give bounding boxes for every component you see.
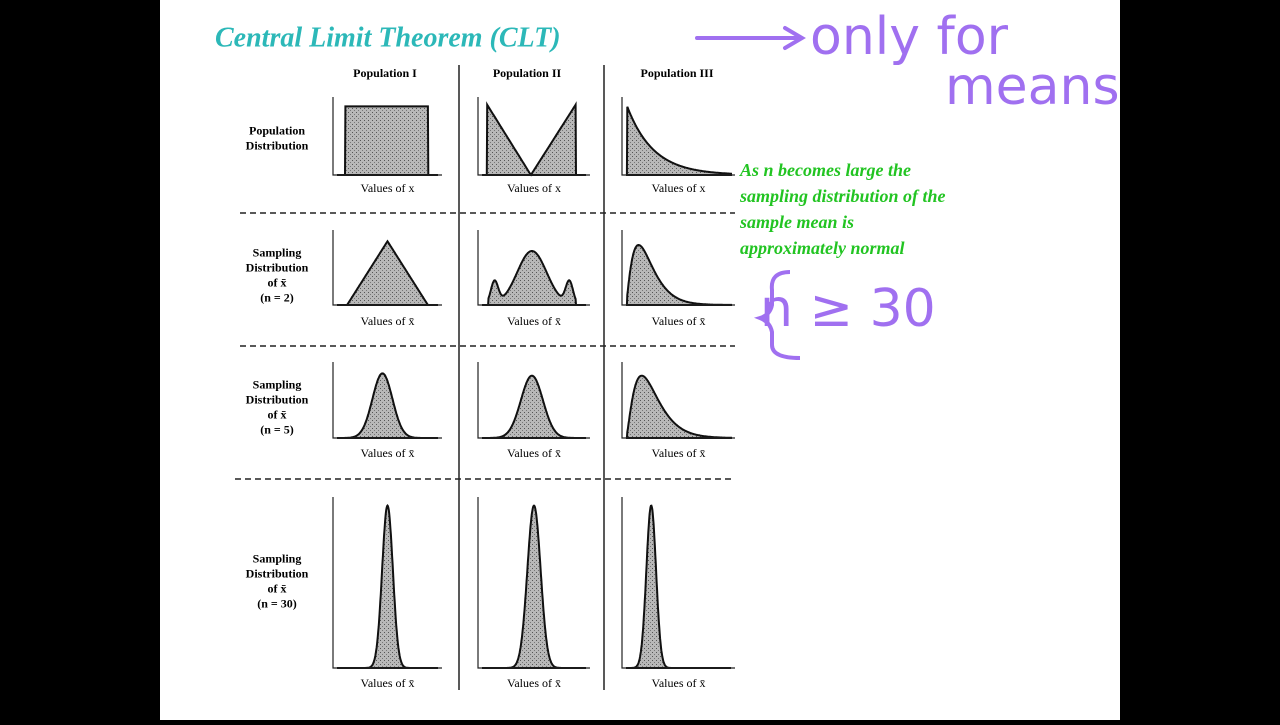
- distribution-curve: [625, 374, 732, 439]
- axes: [477, 97, 590, 176]
- axes: [332, 497, 442, 669]
- distribution-curve: [337, 105, 438, 176]
- axes: [332, 230, 442, 306]
- row-label: of x̄: [268, 275, 287, 289]
- axes: [621, 97, 735, 176]
- axis-label: Values of x: [361, 181, 415, 195]
- row-label: (n = 30): [257, 596, 297, 610]
- row-label: Distribution: [246, 566, 309, 580]
- note-line: approximately normal: [740, 238, 905, 258]
- axis-label: Values of x̄: [361, 446, 415, 460]
- axis-label: Values of x̄: [361, 314, 415, 328]
- handwritten-text: means: [945, 57, 1120, 117]
- distribution-curve: [337, 239, 438, 306]
- row-label: Population: [249, 123, 305, 137]
- axis-label: Values of x̄: [507, 446, 561, 460]
- axes: [621, 230, 735, 306]
- title: Central Limit Theorem (CLT): [215, 22, 561, 53]
- column-header: Population III: [640, 66, 713, 80]
- axis-label: Values of x̄: [507, 314, 561, 328]
- note-line: As n becomes large the: [739, 160, 911, 180]
- axes: [477, 230, 590, 306]
- distribution-curve: [625, 106, 732, 176]
- axis-label: Values of x̄: [361, 676, 415, 690]
- row-label: of x̄: [268, 407, 287, 421]
- column-header: Population II: [493, 66, 562, 80]
- axis-label: Values of x: [507, 181, 561, 195]
- row-label: Distribution: [246, 392, 309, 406]
- distribution-curve: [482, 101, 586, 177]
- row-label: (n = 2): [260, 290, 294, 304]
- note-line: sampling distribution of the: [739, 186, 946, 206]
- row-label: Sampling: [253, 377, 302, 391]
- axis-label: Values of x̄: [652, 446, 706, 460]
- arrow: [695, 26, 806, 50]
- handwritten-text: only for: [810, 7, 1009, 67]
- note-line: sample mean is: [739, 212, 854, 232]
- row-label: of x̄: [268, 581, 287, 595]
- row-label: Sampling: [253, 245, 302, 259]
- figure: Population I Population II Population III P…: [235, 65, 735, 690]
- axes: [477, 497, 590, 669]
- axis-label: Values of x̄: [652, 314, 706, 328]
- row-label: Distribution: [246, 260, 309, 274]
- row-label: Sampling: [253, 551, 302, 565]
- handwritten-text: n ≥ 30: [760, 279, 936, 339]
- axes: [621, 497, 735, 669]
- axes: [332, 97, 442, 176]
- axis-label: Values of x̄: [507, 676, 561, 690]
- slide-background: [160, 0, 1120, 720]
- axes: [332, 362, 442, 439]
- axes: [621, 362, 735, 439]
- axes: [477, 362, 590, 439]
- column-header: Population I: [353, 66, 417, 80]
- axis-label: Values of x: [652, 181, 706, 195]
- axis-label: Values of x̄: [652, 676, 706, 690]
- distribution-curve: [482, 250, 586, 306]
- row-label: (n = 5): [260, 422, 294, 436]
- row-label: Distribution: [246, 138, 309, 152]
- brace: [753, 270, 801, 360]
